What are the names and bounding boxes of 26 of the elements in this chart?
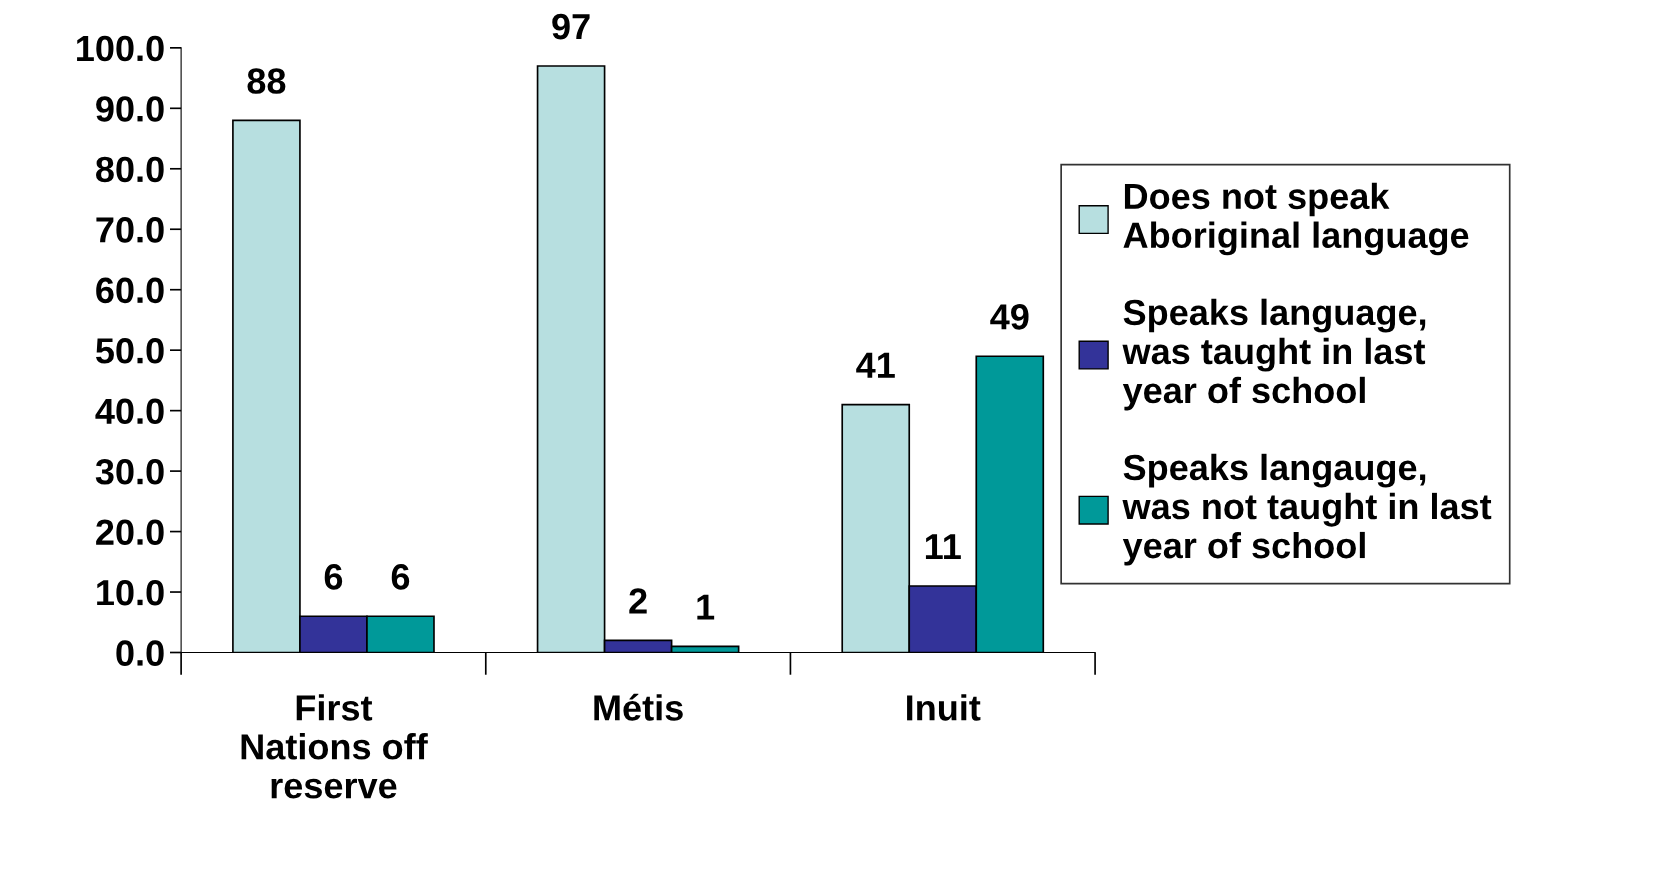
y-tick-label: 100.0 xyxy=(77,35,164,62)
y-tick-label: 30.0 xyxy=(95,458,164,485)
data-label: 1 xyxy=(697,594,715,620)
y-tick-label: 90.0 xyxy=(96,96,164,122)
y-tick-label: 20.0 xyxy=(96,519,164,546)
legend-label: Does not speak Aboriginal language xyxy=(1123,182,1469,256)
y-tick-label: 80.0 xyxy=(96,156,164,183)
y-tick-label: 10.0 xyxy=(97,579,164,606)
data-label: 49 xyxy=(990,304,1029,330)
x-tick-label: Métis xyxy=(594,693,683,721)
x-tick-label: First Nations off reserve xyxy=(241,694,428,799)
data-label: 6 xyxy=(391,564,410,590)
x-tick-label: Inuit xyxy=(907,694,981,721)
y-tick-label: 60.0 xyxy=(96,277,164,304)
data-label: 97 xyxy=(552,13,590,40)
data-label: 11 xyxy=(925,534,961,560)
data-label: 2 xyxy=(629,588,647,614)
data-label: 88 xyxy=(247,68,286,94)
legend-label: Speaks langauge, was not taught in last year of school xyxy=(1122,453,1492,566)
data-label: 41 xyxy=(856,352,895,378)
data-label: 6 xyxy=(324,564,343,590)
y-tick-label: 40.0 xyxy=(95,398,164,425)
y-tick-label: 70.0 xyxy=(96,217,164,243)
y-tick-label: 50.0 xyxy=(95,338,164,364)
y-tick-label: 0.0 xyxy=(116,640,164,666)
legend-label: Speaks language, was taught in last year of school xyxy=(1122,298,1426,411)
